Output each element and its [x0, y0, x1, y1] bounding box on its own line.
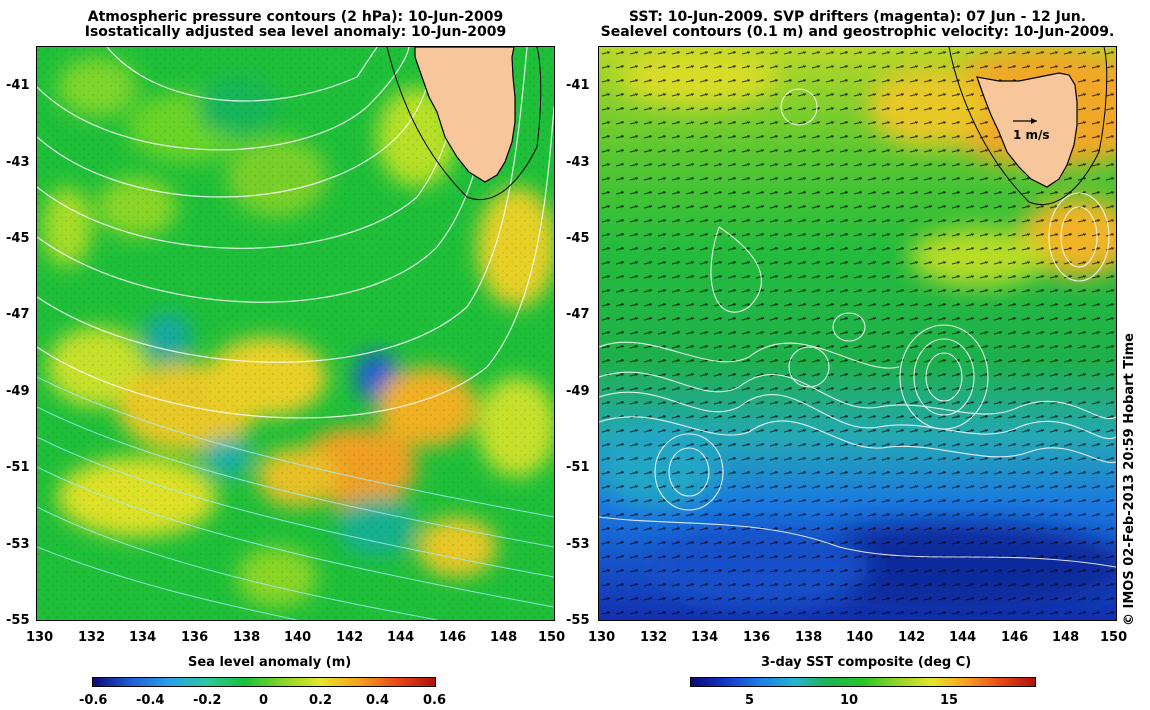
- right-colorbar: [690, 677, 1036, 687]
- left-ytick-label: -43: [6, 155, 30, 170]
- pressure-contours-low: [37, 376, 554, 620]
- left-xtick-label: 134: [129, 630, 157, 645]
- sealevel-contours: [599, 88, 1116, 568]
- right-xtick-label: 136: [743, 630, 771, 645]
- left-colorbar-tick: -0.4: [136, 693, 165, 708]
- sst-svg: 1 m/s: [599, 47, 1116, 620]
- left-ytick-label: -51: [6, 460, 30, 475]
- left-colorbar-tick: 0.2: [309, 693, 333, 708]
- left-colorbar-title: Sea level anomaly (m): [188, 655, 352, 670]
- right-title-line2: Sealevel contours (0.1 m) and geostrophi…: [600, 24, 1115, 40]
- right-xtick-label: 132: [640, 630, 668, 645]
- right-ytick-label: -43: [566, 155, 590, 170]
- left-xtick-label: 144: [387, 630, 415, 645]
- left-xtick-label: 130: [26, 630, 54, 645]
- right-xtick-label: 138: [795, 630, 823, 645]
- right-xtick-label: 142: [898, 630, 926, 645]
- tasmania-landmass: [386, 47, 542, 201]
- imos-credit: © IMOS 02-Feb-2013 20:59 Hobart Time: [1122, 333, 1137, 626]
- left-colorbar-tick: -0.6: [79, 693, 108, 708]
- left-ytick-label: -41: [6, 78, 30, 93]
- left-ytick-label: -55: [6, 613, 30, 628]
- right-xtick-label: 148: [1052, 630, 1080, 645]
- right-ytick-label: -53: [566, 537, 590, 552]
- left-xtick-label: 142: [336, 630, 364, 645]
- left-ytick-label: -47: [6, 307, 30, 322]
- velocity-scale-label: 1 m/s: [1013, 128, 1050, 142]
- left-xtick-label: 148: [490, 630, 518, 645]
- left-colorbar: [92, 677, 436, 687]
- left-colorbar-tick: -0.2: [193, 693, 222, 708]
- sst-map: 1 m/s: [598, 46, 1117, 621]
- left-ytick-label: -49: [6, 384, 30, 399]
- left-title-line1: Atmospheric pressure contours (2 hPa): 1…: [87, 9, 504, 25]
- right-xtick-label: 140: [846, 630, 874, 645]
- right-colorbar-title: 3-day SST composite (deg C): [761, 655, 972, 670]
- left-colorbar-tick: 0.6: [423, 693, 447, 708]
- left-ytick-label: -53: [6, 537, 30, 552]
- right-xtick-label: 134: [691, 630, 719, 645]
- right-ytick-label: -55: [566, 613, 590, 628]
- right-colorbar-tick: 5: [745, 693, 755, 708]
- right-xtick-label: 144: [949, 630, 977, 645]
- right-ytick-label: -47: [566, 307, 590, 322]
- sea-level-anomaly-svg: [37, 47, 554, 620]
- right-colorbar-tick: 10: [840, 693, 859, 708]
- left-xtick-label: 150: [538, 630, 566, 645]
- right-ytick-label: -51: [566, 460, 590, 475]
- velocity-scale-arrow: [1013, 118, 1037, 124]
- right-colorbar-tick: 15: [940, 693, 959, 708]
- right-ytick-label: -49: [566, 384, 590, 399]
- left-xtick-label: 132: [78, 630, 106, 645]
- left-ytick-label: -45: [6, 231, 30, 246]
- tasmania-landmass: [948, 47, 1108, 206]
- left-title-line2: Isostatically adjusted sea level anomaly…: [84, 24, 507, 40]
- right-xtick-label: 146: [1001, 630, 1029, 645]
- right-xtick-label: 150: [1100, 630, 1128, 645]
- left-colorbar-tick: 0: [259, 693, 269, 708]
- right-ytick-label: -41: [566, 78, 590, 93]
- right-xtick-label: 130: [588, 630, 616, 645]
- right-title-line1: SST: 10-Jun-2009. SVP drifters (magenta)…: [628, 9, 1087, 25]
- left-xtick-label: 146: [439, 630, 467, 645]
- left-colorbar-tick: 0.4: [366, 693, 390, 708]
- sea-level-anomaly-map: [36, 46, 555, 621]
- right-ytick-label: -45: [566, 231, 590, 246]
- left-xtick-label: 140: [284, 630, 312, 645]
- left-xtick-label: 138: [233, 630, 261, 645]
- left-xtick-label: 136: [181, 630, 209, 645]
